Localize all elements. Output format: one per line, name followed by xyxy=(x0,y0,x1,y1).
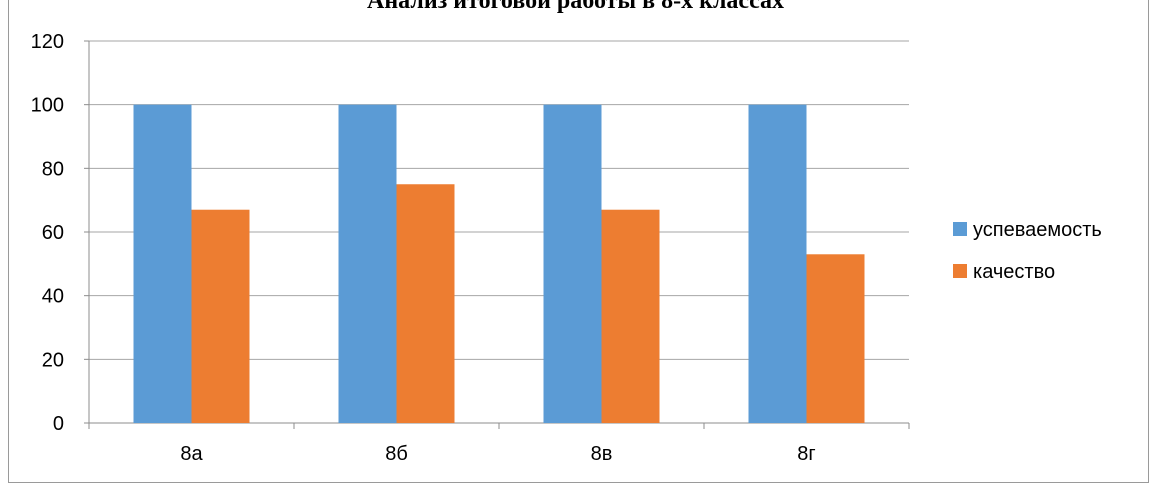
y-tick-label: 40 xyxy=(42,286,64,308)
bar-1-2 xyxy=(601,209,660,423)
legend-label: качество xyxy=(973,261,1055,283)
bar-0-1 xyxy=(338,104,397,424)
y-tick-label: 100 xyxy=(31,95,64,117)
x-tick-label: 8б xyxy=(385,443,408,465)
bar-0-0 xyxy=(133,104,192,424)
y-tick-label: 60 xyxy=(42,222,64,244)
y-tick-label: 20 xyxy=(42,349,64,371)
bar-0-3 xyxy=(748,104,807,424)
y-tick-label: 0 xyxy=(53,413,64,435)
legend-swatch xyxy=(953,222,967,236)
legend-swatch xyxy=(953,264,967,278)
bar-1-0 xyxy=(191,209,250,423)
chart-title: Анализ итоговой работы в 8-х классах xyxy=(366,0,785,14)
bar-1-1 xyxy=(396,184,455,423)
x-tick-label: 8а xyxy=(180,443,203,465)
legend-label: успеваемость xyxy=(973,219,1102,241)
bar-0-2 xyxy=(543,104,602,424)
bar-1-3 xyxy=(806,254,865,423)
x-tick-label: 8г xyxy=(797,443,815,465)
y-tick-label: 120 xyxy=(31,31,64,53)
y-tick-label: 80 xyxy=(42,158,64,180)
x-tick-label: 8в xyxy=(591,443,613,465)
